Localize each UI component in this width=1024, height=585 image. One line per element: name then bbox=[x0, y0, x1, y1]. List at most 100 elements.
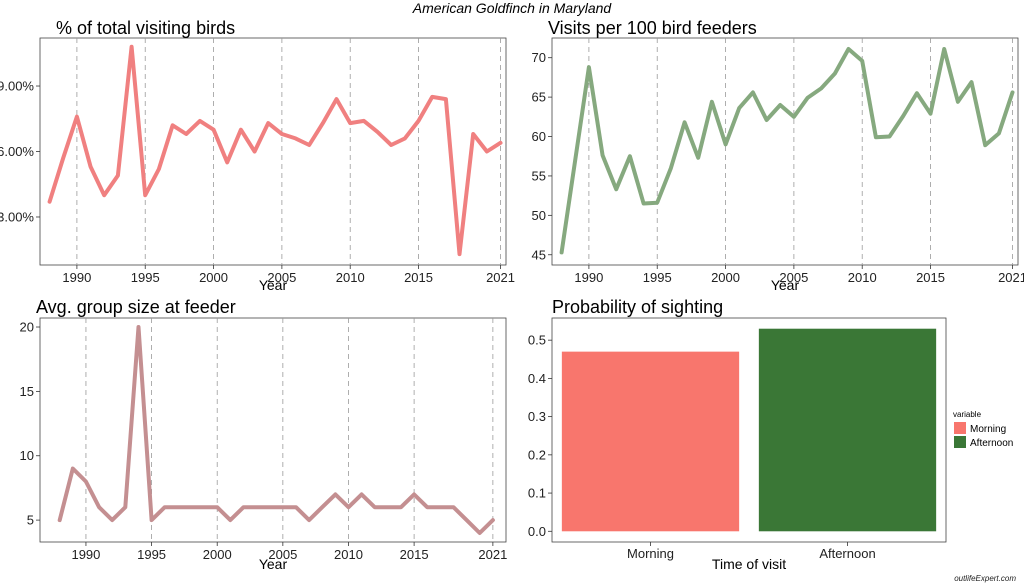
data-point bbox=[915, 92, 918, 95]
data-point bbox=[253, 150, 256, 153]
data-point bbox=[642, 202, 645, 205]
data-point bbox=[970, 81, 973, 84]
data-point bbox=[984, 144, 987, 147]
data-point bbox=[137, 326, 140, 329]
panel-title: % of total visiting birds bbox=[56, 18, 235, 38]
bar-afternoon bbox=[758, 328, 937, 532]
data-point bbox=[779, 103, 782, 106]
data-point bbox=[601, 154, 604, 157]
plot-area bbox=[39, 37, 507, 266]
y-tick-label: 6.00% bbox=[0, 144, 34, 159]
panel-title: Probability of sighting bbox=[552, 297, 723, 317]
data-point bbox=[268, 506, 271, 509]
data-point bbox=[452, 506, 455, 509]
legend-label: Morning bbox=[970, 424, 1006, 435]
data-point bbox=[185, 133, 188, 136]
x-axis-label: Year bbox=[771, 277, 800, 293]
data-point bbox=[465, 519, 468, 522]
x-tick-label: 1995 bbox=[137, 547, 166, 562]
data-point bbox=[267, 122, 270, 125]
chart-panel-2: Visits per 100 bird feeders 45 50 55 60 65 70 1… bbox=[532, 18, 1024, 293]
plot-area bbox=[551, 37, 1019, 266]
data-point bbox=[485, 150, 488, 153]
x-tick-label: 2021 bbox=[998, 270, 1024, 285]
data-point bbox=[373, 506, 376, 509]
data-point bbox=[176, 506, 179, 509]
x-tick-label: 1990 bbox=[62, 270, 91, 285]
data-point bbox=[888, 135, 891, 138]
data-point bbox=[321, 506, 324, 509]
data-point bbox=[347, 506, 350, 509]
y-tick-label: 20 bbox=[20, 320, 34, 335]
data-point bbox=[847, 48, 850, 51]
data-point bbox=[587, 66, 590, 69]
data-point bbox=[403, 137, 406, 140]
data-point bbox=[150, 519, 153, 522]
data-point bbox=[144, 194, 147, 197]
x-axis-label: Year bbox=[259, 556, 288, 572]
data-point bbox=[294, 506, 297, 509]
data-point bbox=[294, 137, 297, 140]
panel-title: Avg. group size at feeder bbox=[36, 297, 236, 317]
x-tick-label: 2000 bbox=[199, 270, 228, 285]
data-point bbox=[615, 188, 618, 191]
x-tick-label: 2005 bbox=[268, 547, 297, 562]
data-point bbox=[98, 506, 101, 509]
data-point bbox=[833, 72, 836, 75]
y-tick-label: 0.4 bbox=[528, 371, 546, 386]
x-tick-label: 2015 bbox=[916, 270, 945, 285]
legend: variable Morning Afternoon bbox=[953, 410, 1013, 449]
chart-panel-1: % of total visiting birds 3.00% 6.00% 9.00%… bbox=[0, 18, 515, 293]
data-point bbox=[203, 506, 206, 509]
x-tick-label: Afternoon bbox=[819, 546, 875, 561]
data-point bbox=[124, 506, 127, 509]
data-point bbox=[431, 95, 434, 98]
data-point bbox=[956, 100, 959, 103]
data-point bbox=[189, 506, 192, 509]
x-axis-label: Year bbox=[259, 277, 288, 293]
data-point bbox=[281, 506, 284, 509]
data-point bbox=[874, 136, 877, 139]
data-point bbox=[103, 194, 106, 197]
x-tick-label: Morning bbox=[627, 546, 674, 561]
data-point bbox=[216, 506, 219, 509]
legend-label: Afternoon bbox=[970, 438, 1013, 449]
data-point bbox=[697, 156, 700, 159]
watermark-text: outlifeExpert.com bbox=[954, 574, 1016, 583]
y-tick-label: 70 bbox=[532, 50, 546, 65]
data-point bbox=[1011, 91, 1014, 94]
x-tick-label: 2021 bbox=[486, 270, 515, 285]
y-tick-label: 50 bbox=[532, 208, 546, 223]
plot-area bbox=[39, 317, 507, 543]
data-point bbox=[386, 506, 389, 509]
x-tick-label: 2000 bbox=[711, 270, 740, 285]
data-point bbox=[499, 141, 502, 144]
y-tick-label: 0.5 bbox=[528, 333, 546, 348]
data-point bbox=[89, 165, 92, 168]
data-point bbox=[58, 519, 61, 522]
data-point bbox=[943, 48, 946, 51]
x-tick-label: 1990 bbox=[71, 547, 100, 562]
x-tick-label: 2005 bbox=[779, 270, 808, 285]
data-point bbox=[212, 128, 215, 131]
panel-title: Visits per 100 bird feeders bbox=[548, 18, 757, 38]
y-tick-label: 0.0 bbox=[528, 524, 546, 539]
y-tick-label: 10 bbox=[20, 448, 34, 463]
data-point bbox=[929, 112, 932, 115]
x-tick-label: 2000 bbox=[203, 547, 232, 562]
data-line bbox=[559, 47, 1015, 255]
y-tick-label: 15 bbox=[20, 384, 34, 399]
data-point bbox=[478, 531, 481, 534]
y-tick-label: 65 bbox=[532, 90, 546, 105]
data-point bbox=[48, 200, 51, 203]
data-point bbox=[472, 133, 475, 136]
data-point bbox=[491, 519, 494, 522]
chart-panel-3: Avg. group size at feeder 5 10 15 20 1990 1995… bbox=[20, 297, 508, 572]
x-tick-label: 2010 bbox=[848, 270, 877, 285]
bar-morning bbox=[561, 351, 740, 532]
x-tick-label: 1995 bbox=[131, 270, 160, 285]
x-tick-label: 2010 bbox=[336, 270, 365, 285]
legend-title: variable bbox=[953, 410, 982, 419]
y-tick-label: 0.1 bbox=[528, 486, 546, 501]
data-point bbox=[308, 143, 311, 146]
